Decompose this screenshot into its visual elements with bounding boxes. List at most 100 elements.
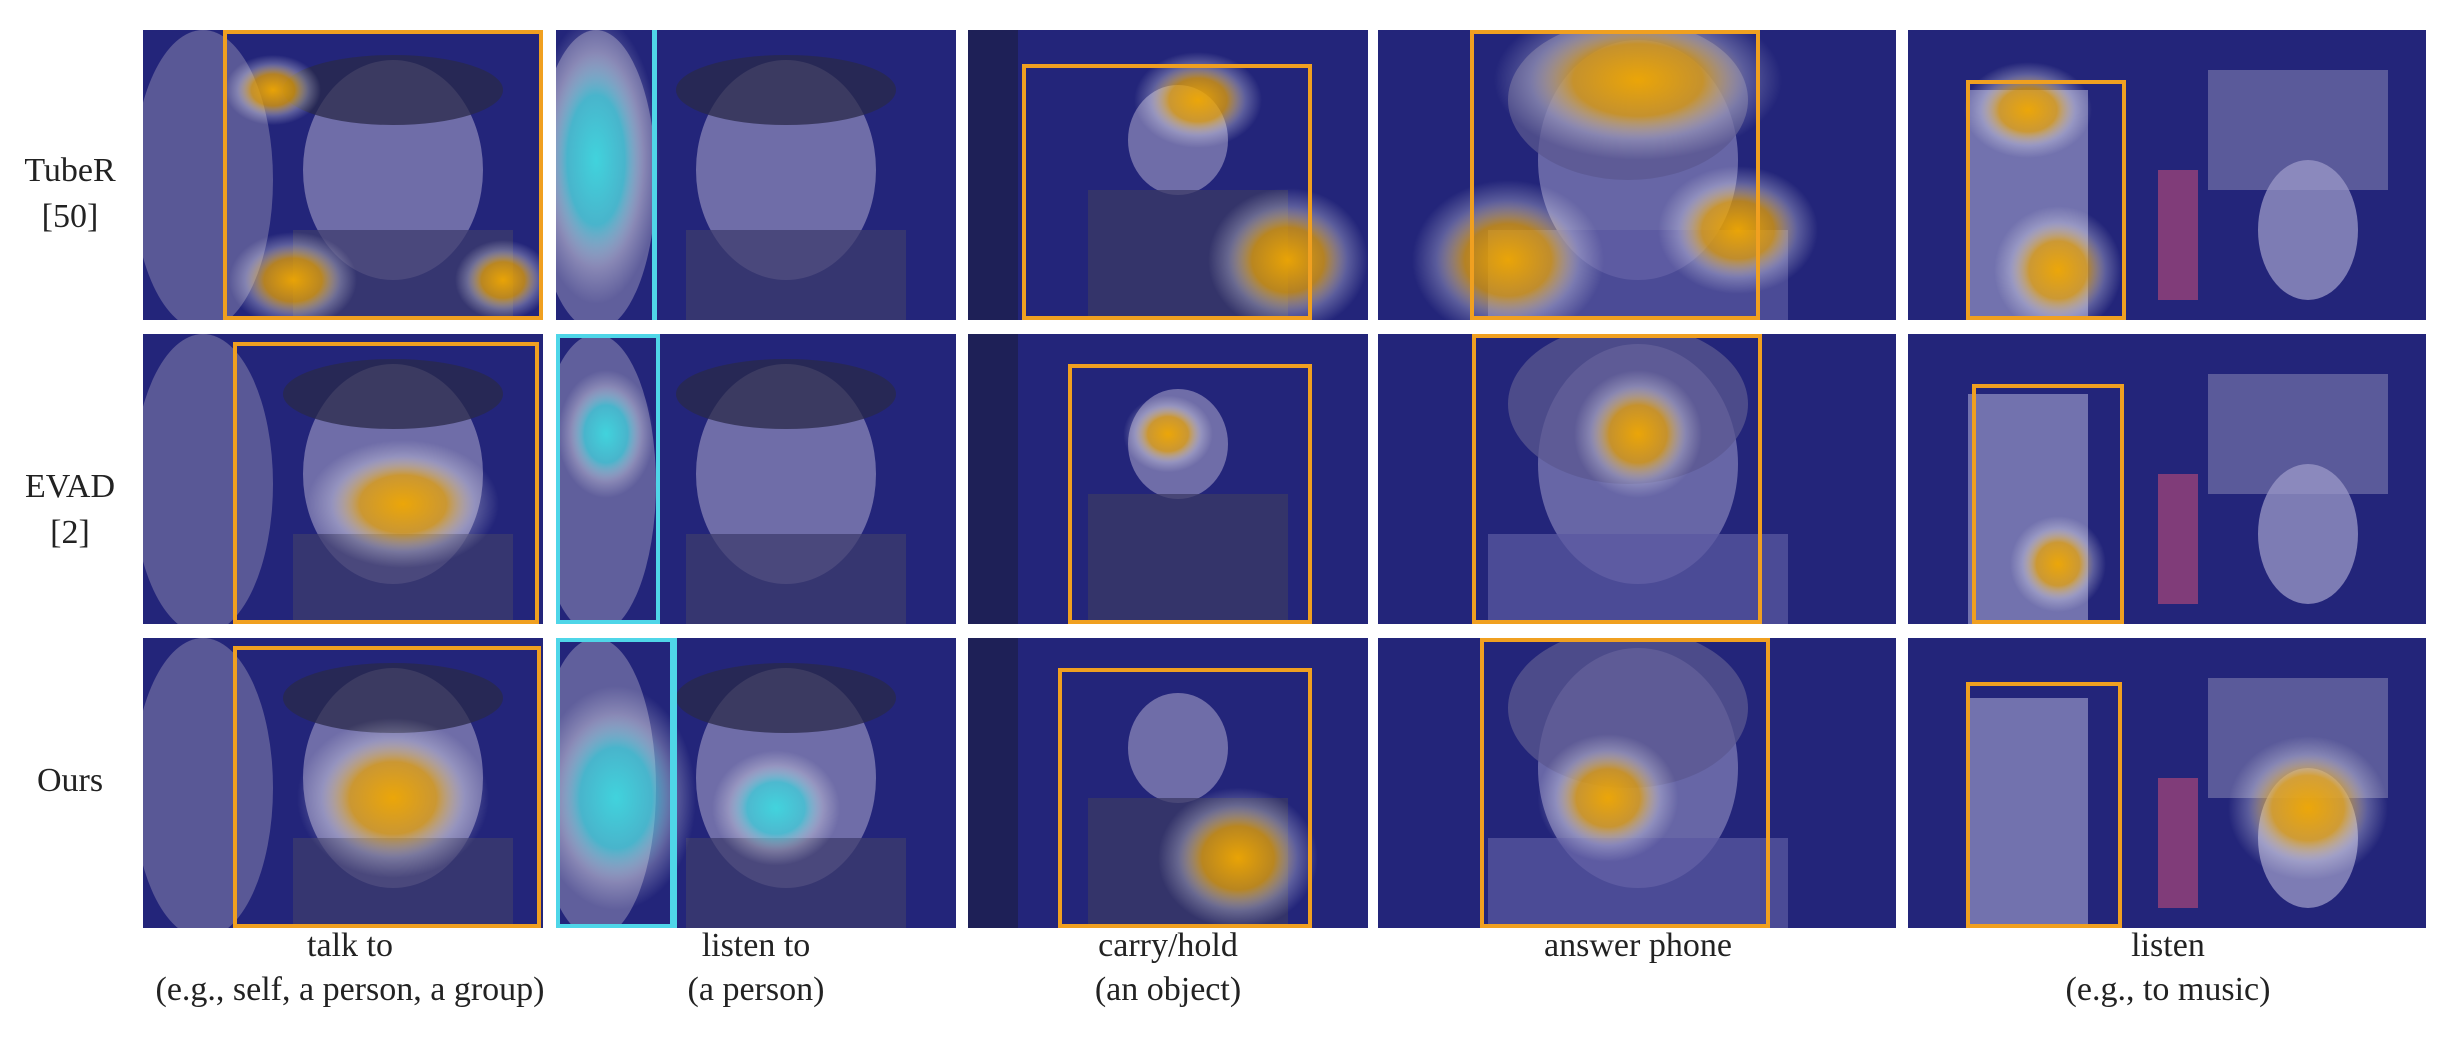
attention-heatmap bbox=[307, 440, 499, 568]
attention-heatmap bbox=[1134, 52, 1262, 148]
caption-talk-to: talk to (e.g., self, a person, a group) bbox=[140, 924, 560, 1012]
attention-heatmap bbox=[1537, 734, 1679, 862]
attention-heatmap bbox=[1412, 180, 1604, 320]
scene-shape bbox=[2158, 778, 2198, 908]
actor-bounding-box bbox=[223, 30, 543, 320]
caption-carry-hold: carry/hold (an object) bbox=[968, 924, 1368, 1012]
context-bounding-box bbox=[556, 334, 660, 624]
frame-image bbox=[556, 30, 956, 320]
scene-shape bbox=[143, 334, 273, 624]
row-label-evad: EVAD [2] bbox=[0, 464, 140, 556]
attention-heatmap bbox=[2228, 736, 2388, 880]
heatmap-ours-listen-to bbox=[556, 638, 956, 928]
actor-bounding-box bbox=[233, 646, 541, 928]
row-label-line1: Ours bbox=[36, 762, 104, 799]
attention-heatmap bbox=[1208, 188, 1368, 320]
row-label-ours: Ours bbox=[0, 758, 140, 804]
attention-heatmap bbox=[556, 686, 696, 910]
actor-bounding-box bbox=[1068, 364, 1312, 624]
frame-image bbox=[143, 30, 543, 320]
attention-heatmap bbox=[225, 54, 321, 126]
scene-shape bbox=[676, 55, 896, 125]
scene-shape bbox=[968, 30, 1018, 320]
scene-shape bbox=[1968, 698, 2088, 928]
frame-image bbox=[968, 30, 1368, 320]
scene-shape bbox=[686, 534, 906, 624]
scene-shape bbox=[968, 638, 1018, 928]
attention-heatmap bbox=[1964, 62, 2092, 158]
actor-bounding-box bbox=[233, 342, 539, 624]
scene-shape bbox=[283, 55, 503, 125]
frame-image bbox=[1908, 638, 2426, 928]
actor-bounding-box bbox=[1022, 64, 1312, 320]
caption-line1: talk to bbox=[307, 927, 393, 964]
actor-bounding-box bbox=[1966, 682, 2122, 928]
row-label-line2: [50] bbox=[41, 198, 99, 235]
frame-image bbox=[143, 334, 543, 624]
row-label-line2: [2] bbox=[50, 514, 90, 551]
caption-listen-to: listen to (a person) bbox=[556, 924, 956, 1012]
scene-shape bbox=[2258, 160, 2358, 300]
heatmap-evad-answer-phone bbox=[1378, 334, 1896, 624]
actor-bounding-box bbox=[1966, 80, 2126, 320]
scene-shape bbox=[283, 663, 503, 733]
scene-shape bbox=[283, 359, 503, 429]
heatmap-evad-listen-to bbox=[556, 334, 956, 624]
heatmap-evad-talk-to bbox=[143, 334, 543, 624]
scene-shape bbox=[1128, 693, 1228, 803]
heatmap-ours-answer-phone bbox=[1378, 638, 1896, 928]
frame-image bbox=[143, 638, 543, 928]
scene-shape bbox=[686, 230, 906, 320]
scene-shape bbox=[2258, 464, 2358, 604]
row-label-tuber: TubeR [50] bbox=[0, 148, 140, 240]
scene-shape bbox=[2158, 474, 2198, 604]
actor-bounding-box bbox=[1480, 638, 1770, 928]
caption-line1: answer phone bbox=[1544, 927, 1732, 964]
attention-heatmap bbox=[2010, 516, 2106, 612]
caption-line1: listen bbox=[2131, 927, 2205, 964]
caption-line2: (a person) bbox=[687, 971, 825, 1008]
frame-image bbox=[968, 334, 1368, 624]
caption-answer-phone: answer phone bbox=[1378, 924, 1898, 968]
caption-line2: (e.g., to music) bbox=[2065, 971, 2271, 1008]
attention-heatmap bbox=[556, 30, 660, 304]
scene-shape bbox=[2158, 170, 2198, 300]
attention-heatmap bbox=[297, 718, 489, 878]
actor-bounding-box bbox=[1972, 384, 2124, 624]
frame-image bbox=[556, 638, 956, 928]
caption-line2: (e.g., self, a person, a group) bbox=[155, 971, 545, 1008]
row-label-line1: TubeR bbox=[24, 152, 116, 189]
frame-image bbox=[1378, 334, 1896, 624]
context-bounding-box bbox=[672, 638, 677, 928]
attention-heatmap bbox=[1158, 787, 1318, 928]
attention-heatmap bbox=[1494, 30, 1782, 160]
attention-heatmap bbox=[1658, 166, 1818, 294]
heatmap-evad-listen bbox=[1908, 334, 2426, 624]
heatmap-tuber-listen-to bbox=[556, 30, 956, 320]
scene-shape bbox=[1088, 494, 1288, 624]
heatmap-tuber-listen bbox=[1908, 30, 2426, 320]
caption-line1: listen to bbox=[701, 927, 811, 964]
heatmap-tuber-answer-phone bbox=[1378, 30, 1896, 320]
heatmap-evad-carry-hold bbox=[968, 334, 1368, 624]
heatmap-ours-listen bbox=[1908, 638, 2426, 928]
attention-heatmap bbox=[229, 232, 357, 320]
frame-image bbox=[1908, 30, 2426, 320]
actor-bounding-box bbox=[1058, 668, 1312, 928]
context-bounding-box bbox=[652, 30, 657, 320]
frame-image bbox=[968, 638, 1368, 928]
attention-heatmap bbox=[1574, 370, 1702, 498]
scene-shape bbox=[968, 334, 1018, 624]
attention-heatmap bbox=[1123, 395, 1213, 473]
actor-bounding-box bbox=[1470, 30, 1760, 320]
scene-shape bbox=[1488, 534, 1788, 624]
heatmap-tuber-carry-hold bbox=[968, 30, 1368, 320]
frame-image bbox=[556, 334, 956, 624]
frame-image bbox=[1378, 30, 1896, 320]
scene-shape bbox=[676, 359, 896, 429]
attention-heatmap bbox=[558, 370, 654, 498]
caption-listen: listen (e.g., to music) bbox=[1908, 924, 2428, 1012]
frame-image bbox=[1908, 334, 2426, 624]
actor-bounding-box bbox=[1472, 334, 1762, 624]
attention-heatmap bbox=[1994, 206, 2122, 320]
